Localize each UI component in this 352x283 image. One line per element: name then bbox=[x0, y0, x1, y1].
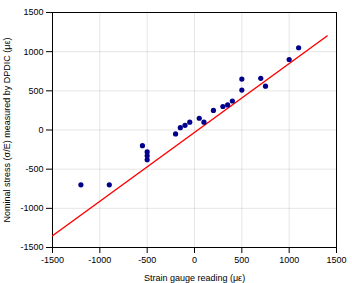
svg-text:-500: -500 bbox=[138, 255, 156, 265]
svg-text:Nominal stress (σ/E) measured: Nominal stress (σ/E) measured by DPDIC (… bbox=[2, 38, 12, 223]
svg-text:-1500: -1500 bbox=[41, 255, 64, 265]
svg-text:1500: 1500 bbox=[23, 7, 43, 17]
svg-text:-500: -500 bbox=[25, 164, 43, 174]
svg-text:500: 500 bbox=[28, 86, 43, 96]
svg-text:-1000: -1000 bbox=[20, 203, 43, 213]
svg-text:1500: 1500 bbox=[326, 255, 346, 265]
svg-text:-1000: -1000 bbox=[88, 255, 111, 265]
svg-text:Strain gauge reading (με): Strain gauge reading (με) bbox=[144, 273, 245, 283]
svg-text:0: 0 bbox=[38, 125, 43, 135]
svg-text:-1500: -1500 bbox=[20, 242, 43, 252]
svg-text:1000: 1000 bbox=[279, 255, 299, 265]
svg-text:0: 0 bbox=[192, 255, 197, 265]
svg-text:500: 500 bbox=[234, 255, 249, 265]
svg-text:1000: 1000 bbox=[23, 47, 43, 57]
